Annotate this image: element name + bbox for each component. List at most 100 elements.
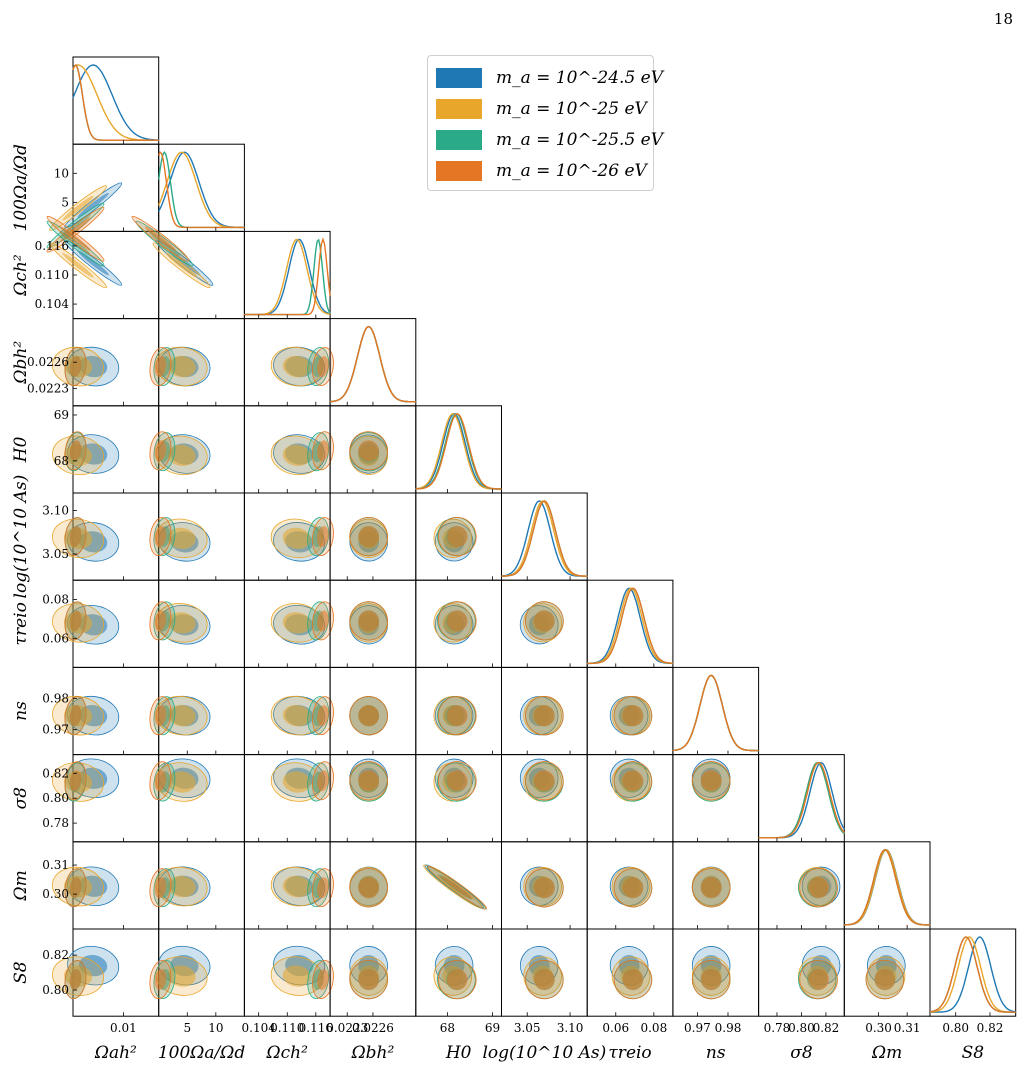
y-tick-label: 0.116 xyxy=(35,239,69,253)
contour-inner xyxy=(622,770,644,792)
x-axis-label: Ωah² xyxy=(94,1043,137,1063)
contour-inner xyxy=(533,969,555,991)
contour-inner xyxy=(154,705,167,727)
posterior-curve xyxy=(672,674,759,752)
contour-inner xyxy=(69,770,82,792)
y-tick-label: 68 xyxy=(54,454,69,468)
contour-inner xyxy=(154,770,167,792)
y-tick-label: 0.0226 xyxy=(27,355,69,369)
contour-inner xyxy=(69,969,82,991)
x-tick-label: 0.104 xyxy=(242,1021,277,1035)
x-axis-label: 100Ωa/Ωd xyxy=(158,1043,246,1063)
x-tick-label: 0.06 xyxy=(602,1021,629,1035)
contour-inner xyxy=(533,610,555,632)
contour-inner xyxy=(317,770,329,792)
legend-item: m_a = 10^-25.5 eV xyxy=(436,124,663,155)
x-tick-label: 0.98 xyxy=(715,1021,742,1035)
y-axis-label: Ωch² xyxy=(11,254,31,297)
x-tick-label: 0.82 xyxy=(813,1021,840,1035)
contour-inner xyxy=(154,356,167,378)
x-tick-label: 69 xyxy=(485,1021,500,1035)
y-axis-label: 100Ωa/Ωd xyxy=(11,144,31,232)
y-tick-label: 5 xyxy=(61,195,69,209)
posterior-curve xyxy=(415,413,502,490)
x-axis-label: Ωbh² xyxy=(351,1043,395,1063)
x-axis-label: H0 xyxy=(445,1043,472,1063)
y-axis-label: S8 xyxy=(11,961,31,984)
contour-inner xyxy=(317,610,329,632)
x-tick-label: 0.0226 xyxy=(352,1021,394,1035)
contour-inner xyxy=(69,877,82,899)
y-axis-label: H0 xyxy=(11,436,31,463)
contour-inner xyxy=(144,226,177,252)
posterior-curve xyxy=(72,64,159,141)
posterior-curve xyxy=(72,64,159,141)
y-axis-label: Ωbh² xyxy=(11,341,31,385)
contour-inner xyxy=(317,969,329,991)
legend: m_a = 10^-24.5 eV m_a = 10^-25 eV m_a = … xyxy=(427,55,663,191)
contour-inner xyxy=(282,444,311,466)
contour-inner xyxy=(358,969,380,991)
contour-inner xyxy=(154,877,167,899)
contour-inner xyxy=(808,877,829,899)
x-axis-label: Ωch² xyxy=(266,1043,309,1063)
y-tick-label: 10 xyxy=(54,166,69,180)
contour-inner xyxy=(317,877,329,899)
legend-label: m_a = 10^-25.5 eV xyxy=(496,129,664,150)
x-tick-label: 0.78 xyxy=(764,1021,791,1035)
panel-frame xyxy=(586,579,674,668)
legend-item: m_a = 10^-24.5 eV xyxy=(436,62,663,93)
x-tick-label: 0.08 xyxy=(640,1021,667,1035)
contour-inner xyxy=(317,526,329,548)
x-axis-label: τreio xyxy=(608,1043,651,1063)
y-tick-label: 0.31 xyxy=(42,858,69,872)
contour-inner xyxy=(282,355,311,378)
posterior-curve xyxy=(501,500,588,577)
posterior-curve xyxy=(330,325,416,403)
contour-inner xyxy=(446,705,468,727)
x-tick-label: 0.116 xyxy=(299,1021,333,1035)
x-tick-label: 0.110 xyxy=(270,1021,304,1035)
y-axis-label: σ8 xyxy=(11,787,31,810)
contour-inner xyxy=(622,705,644,727)
y-tick-label: 0.98 xyxy=(42,692,69,706)
x-axis-label: log(10^10 As) xyxy=(482,1043,606,1063)
legend-swatch xyxy=(436,160,482,181)
legend-item: m_a = 10^-26 eV xyxy=(436,155,647,186)
posterior-curve xyxy=(415,413,502,490)
legend-label: m_a = 10^-25 eV xyxy=(496,98,647,119)
posterior-curve xyxy=(844,849,931,926)
x-tick-label: 0.31 xyxy=(894,1021,921,1035)
posterior-curve xyxy=(758,761,845,839)
x-tick-label: 10 xyxy=(208,1021,223,1035)
legend-swatch xyxy=(436,98,482,119)
posterior-curve xyxy=(501,500,588,577)
x-tick-label: 0.0223 xyxy=(326,1021,368,1035)
contour-inner xyxy=(69,610,82,632)
contour-inner xyxy=(533,705,555,727)
y-tick-label: 0.110 xyxy=(35,268,69,282)
contour-inner xyxy=(62,195,94,221)
legend-label: m_a = 10^-26 eV xyxy=(496,160,647,181)
contour-inner xyxy=(69,705,82,727)
posterior-curve xyxy=(672,674,759,752)
x-tick-label: 0.82 xyxy=(977,1021,1004,1035)
y-tick-label: 0.82 xyxy=(42,948,69,962)
contour-inner xyxy=(69,356,82,378)
posterior-curve xyxy=(587,587,673,665)
posterior-curve xyxy=(330,325,416,403)
posterior-curve xyxy=(501,500,588,577)
contour-inner xyxy=(622,969,644,991)
contour-inner xyxy=(154,526,167,548)
y-tick-label: 0.0223 xyxy=(27,381,69,395)
contour-inner xyxy=(622,877,644,899)
contour-inner xyxy=(700,877,722,899)
contour-inner xyxy=(167,612,196,634)
contour-inner xyxy=(59,226,92,252)
posterior-curve xyxy=(501,500,588,577)
contour-inner xyxy=(62,253,94,278)
contour-inner xyxy=(700,770,722,792)
contour-inner xyxy=(165,252,198,278)
contour-inner xyxy=(77,250,109,276)
